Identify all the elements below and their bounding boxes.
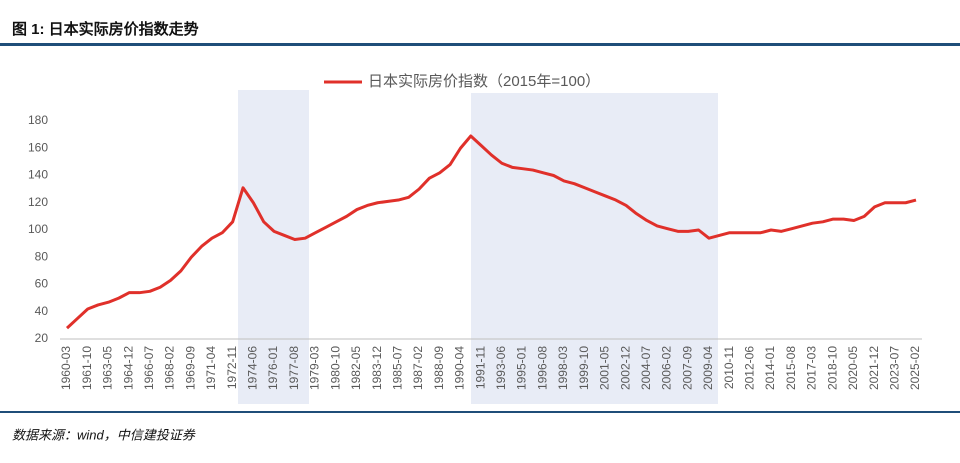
shaded-period <box>238 90 309 404</box>
legend-label: 日本实际房价指数（2015年=100） <box>368 73 600 90</box>
x-tick-label: 1963-05 <box>101 346 115 390</box>
x-tick-label: 1960-03 <box>59 346 73 390</box>
x-tick-label: 1982-05 <box>349 346 363 390</box>
y-tick-label: 160 <box>28 140 48 154</box>
x-tick-label: 1985-07 <box>390 346 404 390</box>
shaded-period <box>471 93 718 404</box>
x-tick-label: 2009-04 <box>701 346 715 390</box>
x-tick-label: 2021-12 <box>867 346 881 390</box>
x-tick-label: 1972-11 <box>225 346 239 389</box>
x-tick-label: 2004-07 <box>639 346 653 390</box>
x-tick-label: 1976-01 <box>266 346 280 390</box>
x-tick-label: 1983-12 <box>370 346 384 390</box>
x-tick-label: 1971-04 <box>204 346 218 390</box>
x-tick-label: 1974-06 <box>246 346 260 390</box>
x-tick-label: 1977-08 <box>287 346 301 390</box>
x-tick-label: 2002-12 <box>618 346 632 390</box>
x-tick-label: 2015-08 <box>784 346 798 390</box>
x-tick-label: 1999-10 <box>577 346 591 390</box>
y-tick-label: 40 <box>35 304 49 318</box>
x-tick-label: 1968-02 <box>163 346 177 390</box>
x-tick-label: 2007-09 <box>680 346 694 390</box>
x-tick-label: 1996-08 <box>535 346 549 390</box>
x-tick-label: 2012-06 <box>743 346 757 390</box>
x-tick-label: 1980-10 <box>328 346 342 390</box>
footer-rule <box>0 411 960 413</box>
y-tick-label: 20 <box>35 331 49 345</box>
chart-title: 图 1: 日本实际房价指数走势 <box>12 20 199 38</box>
y-tick-label: 120 <box>28 195 48 209</box>
y-tick-label: 140 <box>28 168 48 182</box>
x-tick-label: 1995-01 <box>515 346 529 390</box>
x-tick-label: 1964-12 <box>121 346 135 390</box>
x-tick-label: 2018-10 <box>825 346 839 390</box>
x-tick-label: 1998-03 <box>556 346 570 390</box>
x-tick-label: 2006-02 <box>660 346 674 390</box>
x-tick-label: 1987-02 <box>411 346 425 390</box>
x-tick-label: 2025-02 <box>908 346 922 390</box>
x-tick-label: 2014-01 <box>763 346 777 390</box>
x-tick-label: 2017-03 <box>805 346 819 390</box>
x-tick-label: 2010-11 <box>722 346 736 389</box>
x-tick-label: 2020-05 <box>846 346 860 390</box>
y-tick-label: 100 <box>28 222 48 236</box>
data-line <box>65 134 917 330</box>
y-tick-label: 80 <box>35 249 49 263</box>
x-tick-label: 1993-06 <box>494 346 508 390</box>
x-tick-label: 1991-11 <box>473 346 487 389</box>
x-tick-label: 1961-10 <box>80 346 94 390</box>
x-tick-label: 1979-03 <box>308 346 322 390</box>
x-tick-label: 2023-07 <box>887 346 901 390</box>
x-tick-label: 1966-07 <box>142 346 156 390</box>
y-tick-label: 60 <box>35 277 49 291</box>
x-tick-label: 1988-09 <box>432 346 446 390</box>
y-tick-label: 180 <box>28 113 48 127</box>
x-tick-label: 1969-09 <box>183 346 197 390</box>
x-tick-label: 1990-04 <box>453 346 467 390</box>
header-rule <box>0 43 960 46</box>
x-tick-label: 2001-05 <box>598 346 612 390</box>
source-note: 数据来源：wind，中信建投证券 <box>12 427 196 442</box>
